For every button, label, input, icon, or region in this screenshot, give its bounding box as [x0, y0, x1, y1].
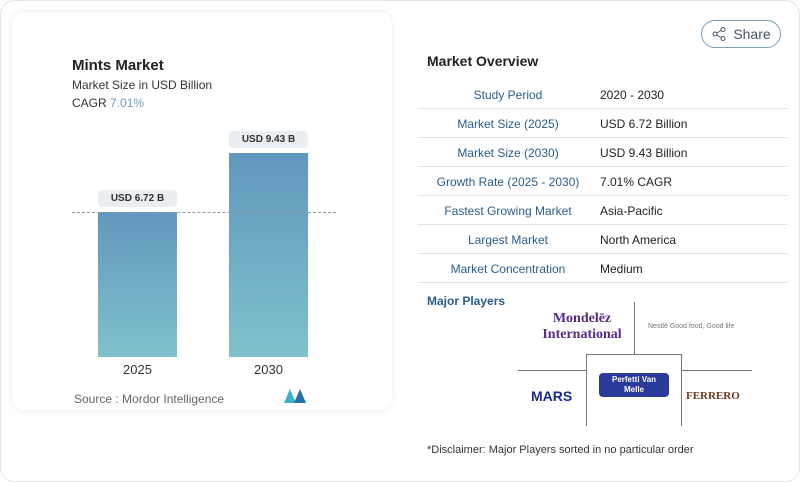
overview-title: Market Overview — [427, 53, 539, 69]
overview-row: Fastest Growing Market Asia-Pacific — [418, 196, 788, 225]
cagr: CAGR 7.01% — [72, 96, 144, 110]
logo-perfetti: Perfetti Van Melle — [599, 373, 669, 397]
logo-mars: MARS — [531, 388, 573, 404]
row-label: Market Concentration — [450, 262, 566, 276]
overview-row: Market Size (2030) USD 9.43 Billion — [418, 138, 788, 167]
row-label: Market Size (2025) — [457, 117, 559, 131]
row-value: 2020 - 2030 — [600, 88, 665, 102]
row-label: Fastest Growing Market — [444, 204, 572, 218]
overview-row: Market Concentration Medium — [418, 254, 788, 283]
players-title: Major Players — [427, 294, 506, 308]
row-label: Largest Market — [467, 233, 549, 247]
reference-line — [72, 212, 336, 213]
divider — [682, 370, 752, 371]
row-label: Market Size (2030) — [457, 146, 559, 160]
x-tick-label: 2030 — [254, 362, 283, 377]
logo-nestle: Nestlé Good food, Good life — [648, 323, 735, 330]
row-value: USD 6.72 Billion — [600, 117, 688, 131]
overview-row: Market Size (2025) USD 6.72 Billion — [418, 109, 788, 138]
row-label: Study Period — [473, 88, 543, 102]
center-box — [586, 354, 682, 426]
data-label: USD 6.72 B — [98, 189, 177, 207]
row-label: Growth Rate (2025 - 2030) — [436, 175, 580, 189]
chart-card — [12, 12, 392, 410]
data-label: USD 9.43 B — [229, 131, 308, 148]
row-value: Asia-Pacific — [600, 204, 663, 218]
row-value: 7.01% CAGR — [600, 175, 673, 189]
row-value: Medium — [600, 262, 643, 276]
x-tick-label: 2025 — [123, 362, 152, 377]
row-value: USD 9.43 Billion — [600, 146, 688, 160]
share-label: Share — [733, 26, 771, 42]
divider — [518, 370, 586, 371]
share-icon — [712, 27, 726, 41]
overview-row: Growth Rate (2025 - 2030) 7.01% CAGR — [418, 167, 788, 196]
share-button[interactable]: Share — [701, 20, 781, 48]
divider — [634, 302, 635, 354]
overview-row: Largest Market North America — [418, 225, 788, 254]
overview-row: Study Period 2020 - 2030 — [418, 80, 788, 109]
logo-ferrero: FERRERO — [686, 390, 740, 402]
logo-mondelez: Mondelēz International — [542, 311, 622, 342]
source: Source : Mordor Intelligence — [74, 392, 225, 406]
bar-2030 — [229, 153, 308, 357]
cagr-value: 7.01% — [110, 96, 145, 110]
chart-subtitle: Market Size in USD Billion — [72, 78, 213, 92]
mordor-logo-icon — [284, 389, 306, 403]
cagr-label: CAGR — [72, 96, 107, 110]
disclaimer: *Disclaimer: Major Players sorted in no … — [427, 444, 694, 456]
bar-2025 — [98, 211, 177, 357]
row-value: North America — [600, 233, 677, 247]
chart-title: Mints Market — [72, 57, 164, 74]
